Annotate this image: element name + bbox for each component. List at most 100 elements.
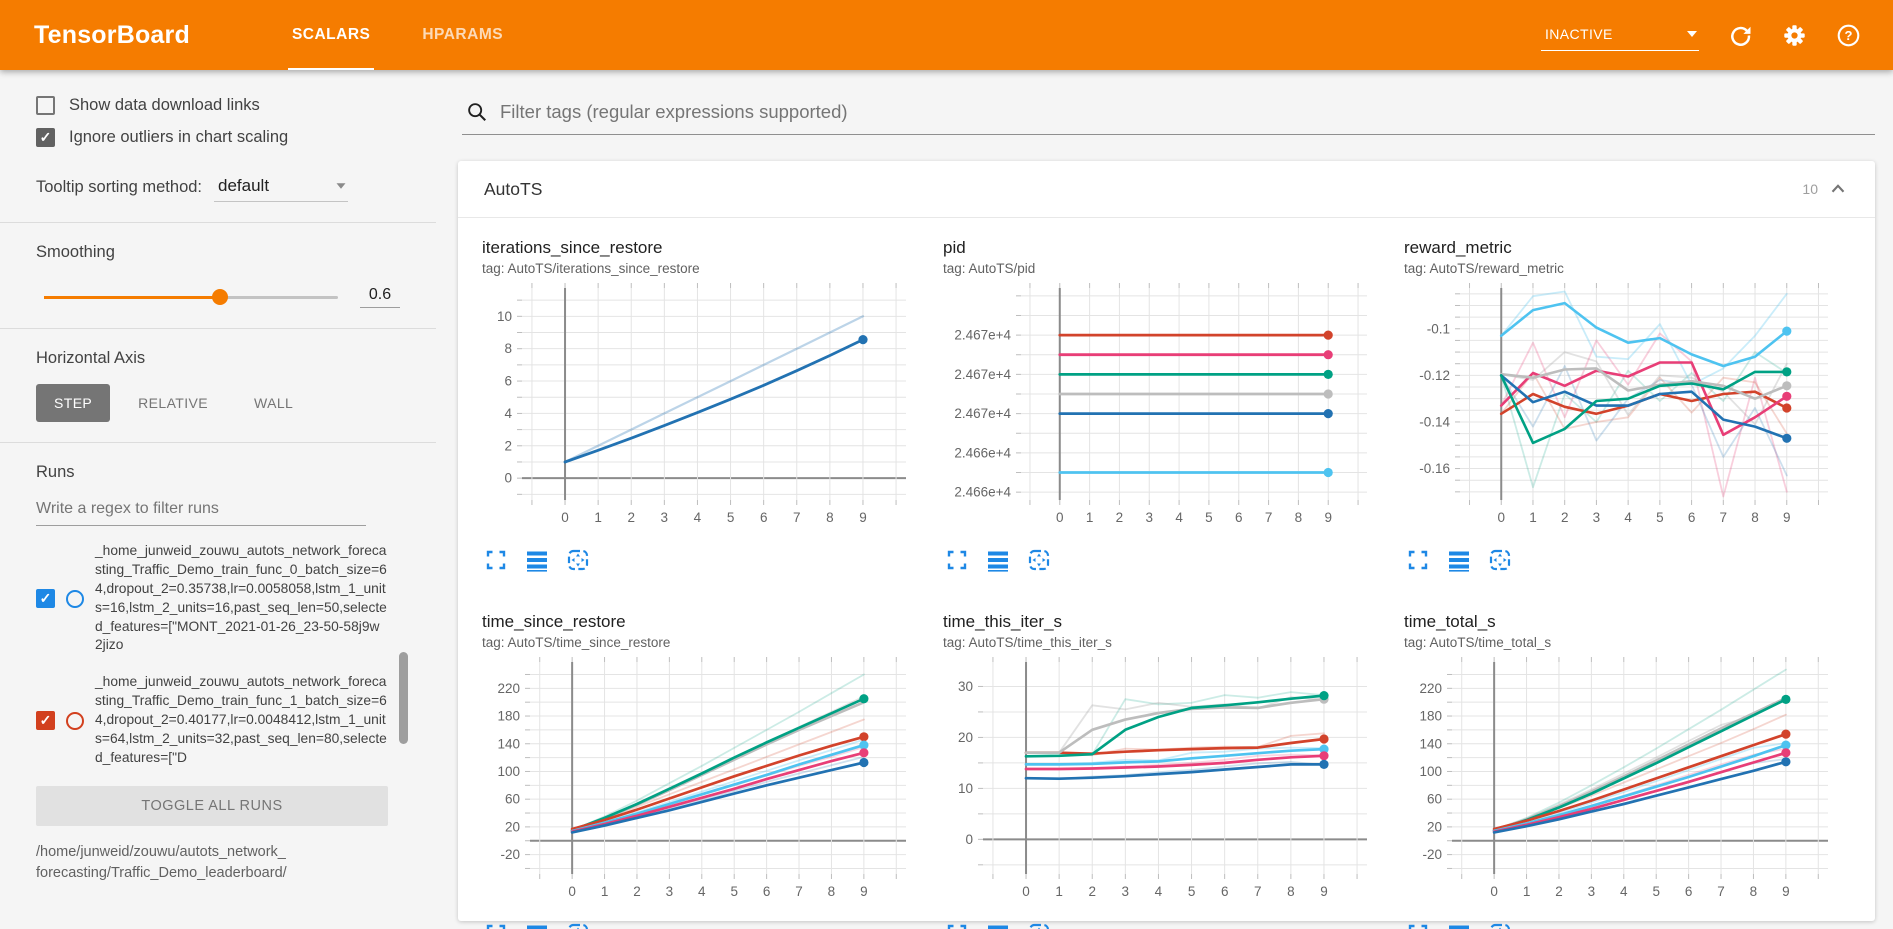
data-status-value: INACTIVE xyxy=(1545,26,1613,42)
run-item[interactable]: _home_junweid_zouwu_autots_network_forec… xyxy=(0,530,436,661)
axis-step-button[interactable]: STEP xyxy=(36,384,111,422)
smoothing-slider-thumb[interactable] xyxy=(212,288,229,305)
fullscreen-icon[interactable] xyxy=(484,548,508,572)
svg-text:6: 6 xyxy=(763,884,771,899)
ignore-outliers-row[interactable]: Ignore outliers in chart scaling xyxy=(36,128,400,147)
run-radio-icon[interactable] xyxy=(66,711,84,730)
chart-title: time_total_s xyxy=(1404,612,1496,631)
fit-domain-icon[interactable] xyxy=(1488,548,1512,572)
show-download-links-row[interactable]: Show data download links xyxy=(36,96,400,115)
tab-hparams[interactable]: HPARAMS xyxy=(396,0,529,70)
data-lines-icon[interactable] xyxy=(1447,922,1471,929)
svg-text:8: 8 xyxy=(1295,510,1303,525)
svg-text:100: 100 xyxy=(497,764,520,779)
svg-text:8: 8 xyxy=(828,884,836,899)
checkbox-unchecked-icon[interactable] xyxy=(36,96,55,115)
run-radio-icon[interactable] xyxy=(66,589,84,608)
run-item[interactable]: _home_junweid_zouwu_autots_network_forec… xyxy=(0,661,436,773)
svg-text:1: 1 xyxy=(594,510,602,525)
axis-relative-button[interactable]: RELATIVE xyxy=(138,395,209,411)
fit-domain-icon[interactable] xyxy=(1488,922,1512,929)
charts-grid: iterations_since_restore tag: AutoTS/ite… xyxy=(458,218,1875,929)
toggle-all-runs-button[interactable]: TOGGLE ALL RUNS xyxy=(36,785,388,826)
svg-text:1: 1 xyxy=(1055,884,1063,899)
svg-text:4: 4 xyxy=(1624,510,1632,525)
data-lines-icon[interactable] xyxy=(525,922,549,929)
svg-text:180: 180 xyxy=(497,709,520,724)
fullscreen-icon[interactable] xyxy=(1406,548,1430,572)
horizontal-axis-label: Horizontal Axis xyxy=(36,349,146,367)
settings-icon[interactable] xyxy=(1781,22,1807,48)
svg-text:220: 220 xyxy=(1419,681,1442,696)
fullscreen-icon[interactable] xyxy=(945,548,969,572)
svg-text:0: 0 xyxy=(1022,884,1030,899)
svg-text:1: 1 xyxy=(601,884,609,899)
chart-tag: tag: AutoTS/time_total_s xyxy=(1404,635,1552,650)
tab-hparams-label: HPARAMS xyxy=(422,26,504,43)
fit-domain-icon[interactable] xyxy=(1027,922,1051,929)
run-checkbox-icon[interactable] xyxy=(36,711,55,731)
svg-text:7: 7 xyxy=(1254,884,1262,899)
svg-text:220: 220 xyxy=(497,681,520,696)
chart-plot[interactable]: -20 20 60 100 140 180 220 0 1 2 3 4 5 6 7 8 9 xyxy=(482,656,914,914)
fit-domain-icon[interactable] xyxy=(566,548,590,572)
chart-plot[interactable]: 0 10 20 30 0 1 2 3 4 5 6 7 8 9 xyxy=(943,656,1375,914)
svg-text:0: 0 xyxy=(561,510,569,525)
chart-plot[interactable]: -0.1 -0.12 -0.14 -0.16 0 1 2 3 4 5 6 7 8 9 xyxy=(1404,282,1836,540)
fullscreen-icon[interactable] xyxy=(484,922,508,929)
tooltip-sorting-dropdown[interactable]: default xyxy=(214,173,349,202)
chart-plot[interactable]: 2.467e+4 2.467e+4 2.467e+4 2.466e+4 2.466e+4… xyxy=(943,282,1375,540)
svg-text:7: 7 xyxy=(1265,510,1273,525)
scalars-dashboard: AutoTS 1 0 iterations_since_restore tag: … xyxy=(436,70,1893,929)
chart-plot[interactable]: 0 2 4 6 8 10 0 1 2 3 4 5 6 7 8 9 xyxy=(482,282,914,540)
run-name: _home_junweid_zouwu_autots_network_forec… xyxy=(95,674,387,765)
chart-plot[interactable]: -20 20 60 100 140 180 220 0 1 2 3 4 5 6 7 8 9 xyxy=(1404,656,1836,914)
data-status-dropdown[interactable]: INACTIVE xyxy=(1541,19,1699,51)
svg-text:60: 60 xyxy=(505,792,520,807)
data-lines-icon[interactable] xyxy=(986,922,1010,929)
svg-text:8: 8 xyxy=(1287,884,1295,899)
fullscreen-icon[interactable] xyxy=(945,922,969,929)
chart-tag: tag: AutoTS/time_since_restore xyxy=(482,635,671,650)
svg-text:2.466e+4: 2.466e+4 xyxy=(954,485,1011,500)
svg-text:4: 4 xyxy=(1175,510,1183,525)
fit-domain-icon[interactable] xyxy=(1027,548,1051,572)
axis-wall-button[interactable]: WALL xyxy=(254,395,294,411)
fullscreen-icon[interactable] xyxy=(1406,922,1430,929)
tab-scalars[interactable]: SCALARS xyxy=(266,0,396,70)
runs-scrollbar[interactable] xyxy=(399,652,408,744)
checkbox-checked-icon[interactable] xyxy=(36,128,55,147)
divider xyxy=(0,222,436,223)
fit-domain-icon[interactable] xyxy=(566,922,590,929)
smoothing-slider[interactable] xyxy=(44,288,338,305)
svg-text:6: 6 xyxy=(1685,884,1693,899)
run-checkbox-icon[interactable] xyxy=(36,589,55,609)
svg-text:20: 20 xyxy=(505,819,520,834)
refresh-icon[interactable] xyxy=(1727,22,1753,48)
collapse-chevron-icon[interactable] xyxy=(1827,178,1849,200)
log-directory-path: /home/junweid/zouwu/autots_network_ fore… xyxy=(36,843,287,881)
data-lines-icon[interactable] xyxy=(986,548,1010,572)
chart-tag: tag: AutoTS/pid xyxy=(943,261,1036,276)
svg-text:5: 5 xyxy=(727,510,735,525)
svg-text:1: 1 xyxy=(1523,884,1531,899)
smoothing-value[interactable]: 0.6 xyxy=(360,286,400,308)
svg-text:5: 5 xyxy=(1656,510,1664,525)
data-lines-icon[interactable] xyxy=(1447,548,1471,572)
tag-group-title: AutoTS xyxy=(484,178,543,199)
ignore-outliers-label: Ignore outliers in chart scaling xyxy=(69,128,289,146)
svg-text:0: 0 xyxy=(1056,510,1064,525)
smoothing-label: Smoothing xyxy=(36,243,115,261)
svg-text:8: 8 xyxy=(1751,510,1759,525)
data-lines-icon[interactable] xyxy=(525,548,549,572)
tag-filter-input[interactable] xyxy=(498,100,1873,124)
runs-filter-input[interactable] xyxy=(36,496,366,526)
svg-text:140: 140 xyxy=(1419,736,1442,751)
svg-text:4: 4 xyxy=(694,510,702,525)
svg-text:6: 6 xyxy=(760,510,768,525)
help-icon[interactable]: ? xyxy=(1835,22,1861,48)
dashboard-tabs: SCALARS HPARAMS xyxy=(266,0,529,70)
svg-text:2.467e+4: 2.467e+4 xyxy=(954,367,1011,382)
svg-text:3: 3 xyxy=(1593,510,1601,525)
svg-text:2: 2 xyxy=(633,884,641,899)
